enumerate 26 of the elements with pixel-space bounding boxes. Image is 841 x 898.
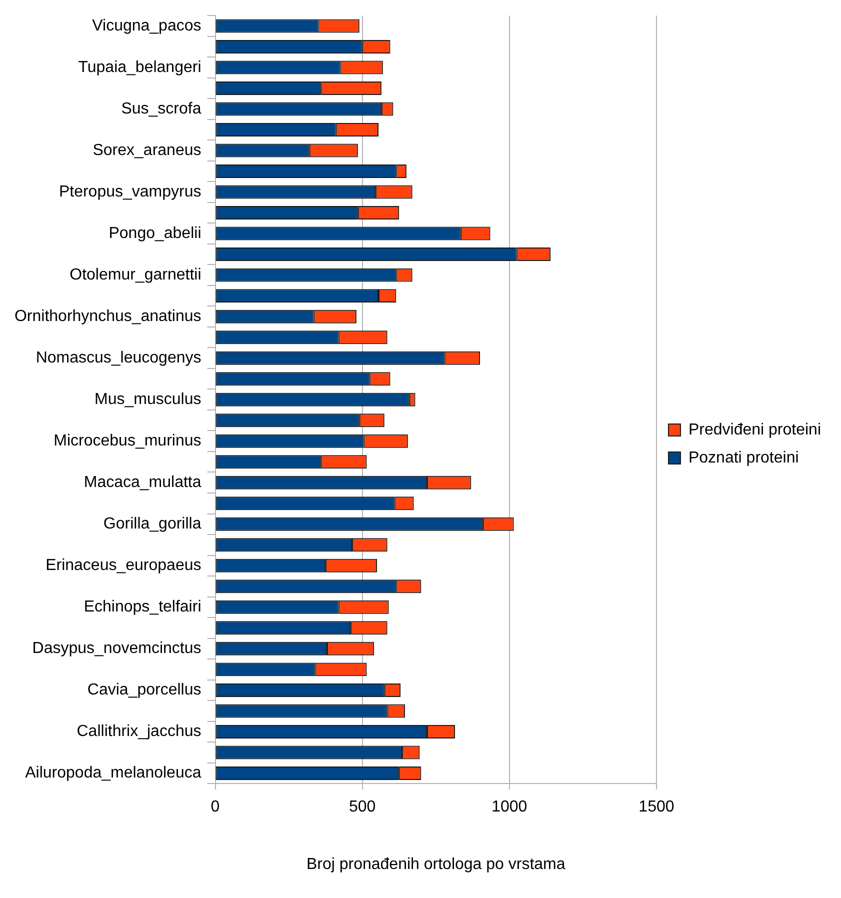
x-axis-title: Broj pronađenih ortologa po vrstama [306, 856, 566, 873]
y-tick-label: Tupaia_belangeri [78, 58, 202, 76]
y-tick-label: Pteropus_vampyrus [58, 183, 202, 200]
y-tick-label: Dasypus_novemcinctus [32, 640, 202, 658]
y-tick-label: Echinops_telfairi [84, 598, 202, 616]
legend-label: Predviđeni proteini [688, 421, 822, 438]
y-tick-label: Callithrix_jacchus [76, 723, 202, 740]
y-tick-label: Vicugna_pacos [92, 17, 202, 34]
y-tick-label: Pongo_abelii [108, 224, 202, 242]
y-tick-label: Nomascus_leucogenys [36, 349, 202, 366]
y-tick-label: Mus_musculus [94, 391, 202, 408]
y-tick-label: Microcebus_murinus [54, 432, 202, 450]
y-tick-label: Macaca_mulatta [84, 474, 202, 492]
y-tick-label: Ailuropoda_melanoleuca [25, 764, 202, 782]
legend-label: Poznati proteini [688, 449, 799, 466]
x-tick-label: 1500 [638, 798, 674, 816]
y-tick-label: Erinaceus_europaeus [46, 557, 202, 574]
y-tick-label: Cavia_porcellus [87, 682, 202, 699]
y-tick-label: Gorilla_gorilla [103, 516, 202, 533]
x-tick-label: 500 [348, 798, 376, 816]
x-tick-label: 0 [210, 798, 220, 816]
y-tick-label: Otolemur_garnettii [70, 266, 202, 284]
y-tick-label: Sorex_araneus [92, 142, 202, 159]
x-tick-label: 1000 [492, 798, 528, 816]
y-tick-label: Sus_scrofa [121, 100, 202, 118]
y-tick-label: Ornithorhynchus_anatinus [14, 308, 202, 325]
